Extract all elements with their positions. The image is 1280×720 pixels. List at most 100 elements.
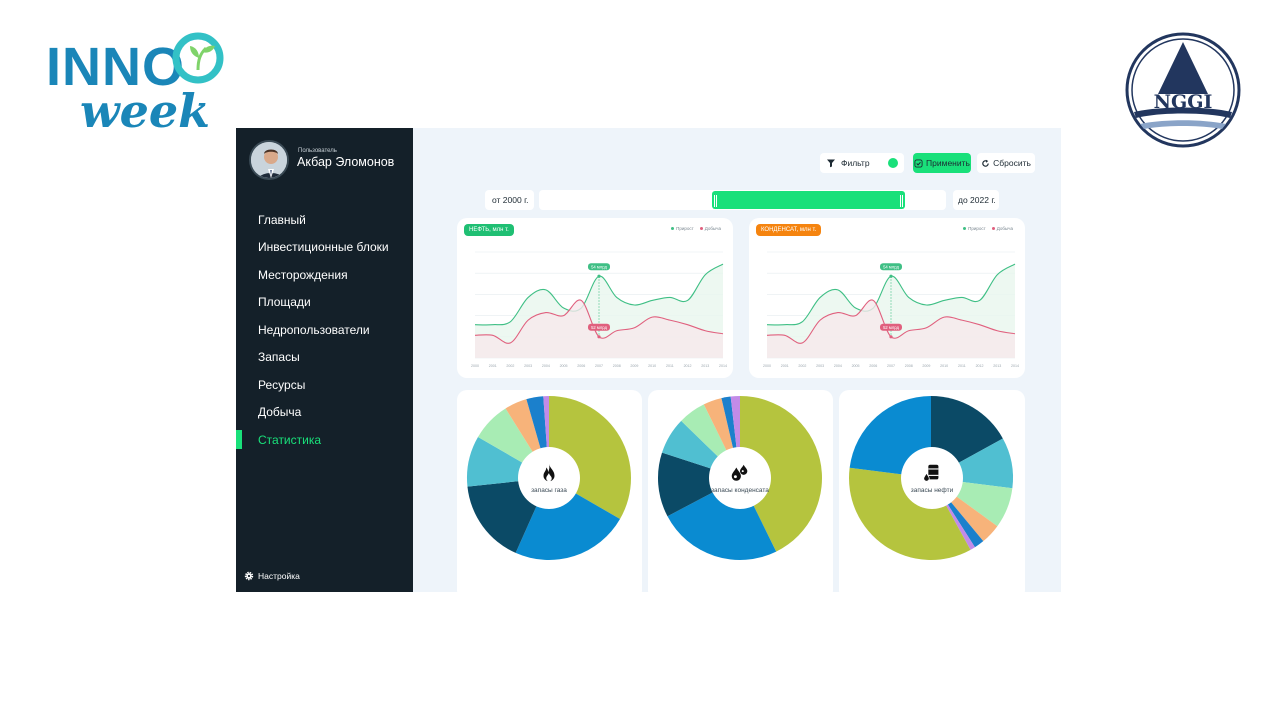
annotation-label: 54 млрд	[591, 264, 607, 269]
x-tick-label: 2000	[471, 364, 479, 368]
x-tick-label: 2004	[542, 364, 550, 368]
lightbulb-icon	[172, 32, 224, 84]
sidebar-item-subsoil-users[interactable]: Недропользователи	[258, 322, 370, 337]
x-tick-label: 2012	[684, 364, 692, 368]
annotation-point	[597, 274, 601, 278]
annotation-badge	[880, 323, 902, 331]
oil-drops-icon	[729, 462, 751, 484]
annotation-point	[889, 274, 893, 278]
settings-link[interactable]: Настройка	[244, 571, 300, 581]
x-tick-label: 2013	[701, 364, 709, 368]
x-tick-label: 2013	[993, 364, 1001, 368]
range-end-handle[interactable]	[900, 195, 904, 207]
filter-label: Фильтр	[841, 158, 870, 168]
sidebar-item-main[interactable]: Главный	[258, 212, 306, 227]
oil-line-chart: 2000 2001 2002 2003 2004 2005 2006 2007 2008 2009…	[471, 251, 727, 368]
annotation-badge	[880, 263, 902, 271]
oil-chart-legend: Прирост Добыча	[671, 226, 721, 231]
filter-toggle[interactable]	[888, 158, 898, 168]
x-tick-label: 2006	[577, 364, 585, 368]
sidebar-item-reserves[interactable]: Запасы	[258, 350, 300, 365]
legend-item-production: Добыча	[991, 226, 1013, 231]
x-tick-label: 2005	[852, 364, 860, 368]
gear-icon	[244, 571, 254, 581]
check-circle-icon	[914, 158, 923, 168]
reset-label: Сбросить	[993, 158, 1031, 168]
annotation-badge	[588, 323, 610, 331]
x-tick-label: 2007	[887, 364, 895, 368]
legend-item-production: Добыча	[699, 226, 721, 231]
condensate-chart-card: КОНДЕНСАТ, млн т. Прирост Добыча 2000 200…	[749, 218, 1025, 378]
x-tick-label: 2001	[489, 364, 497, 368]
condensate-line-chart: 2000 2001 2002 2003 2004 2005 2006 2007 2008 2009…	[763, 251, 1019, 368]
x-tick-label: 2002	[506, 364, 514, 368]
avatar[interactable]	[249, 140, 289, 180]
annotation-label: 54 млрд	[883, 264, 899, 269]
nggi-logo-text: NGGI	[1154, 91, 1213, 113]
series-area	[767, 299, 1015, 358]
year-from-input[interactable]: от 2000 г.	[485, 190, 534, 210]
sidebar-item-statistics[interactable]: Статистика	[236, 426, 413, 454]
reset-icon	[982, 159, 989, 167]
x-tick-label: 2012	[976, 364, 984, 368]
x-tick-label: 2003	[524, 364, 532, 368]
sidebar-item-areas[interactable]: Площади	[258, 295, 311, 310]
x-tick-label: 2014	[1011, 364, 1019, 368]
x-tick-label: 2010	[648, 364, 656, 368]
range-start-handle[interactable]	[713, 195, 717, 207]
sidebar-item-fields[interactable]: Месторождения	[258, 267, 348, 282]
annotation-badge	[588, 263, 610, 271]
sidebar: Пользователь Акбар Эломонов Главный Инве…	[236, 128, 413, 592]
apply-button[interactable]: Применить	[913, 153, 971, 173]
user-caption: Пользователь	[298, 148, 337, 154]
gas-pie-label: запасы газа	[531, 487, 567, 494]
pie-slice	[658, 452, 740, 517]
annotation-point	[597, 335, 601, 339]
pie-slice	[849, 467, 971, 560]
x-tick-label: 2006	[869, 364, 877, 368]
oil-chart-title: НЕФТЬ, млн т.	[464, 224, 514, 236]
x-tick-label: 2001	[781, 364, 789, 368]
x-tick-label: 2003	[816, 364, 824, 368]
x-tick-label: 2010	[940, 364, 948, 368]
oil-pie-center: запасы нефти	[901, 447, 963, 509]
sidebar-nav: Главный Инвестиционные блоки Месторожден…	[236, 206, 413, 454]
legend-item-growth: Прирост	[963, 226, 986, 231]
oil-pie-label: запасы нефти	[910, 487, 954, 494]
year-to-input[interactable]: до 2022 г.	[953, 190, 999, 210]
year-range-fill	[711, 191, 906, 209]
x-tick-label: 2005	[560, 364, 568, 368]
year-range-slider[interactable]	[539, 190, 946, 210]
gas-pie-center: запасы газа	[518, 447, 580, 509]
x-tick-label: 2000	[763, 364, 771, 368]
filter-button[interactable]: Фильтр	[820, 153, 904, 173]
innoweek-logo: INNO week	[40, 26, 240, 138]
annotation-label: 52 млрд	[883, 325, 899, 330]
x-tick-label: 2011	[958, 364, 966, 368]
x-tick-label: 2002	[798, 364, 806, 368]
x-tick-label: 2008	[613, 364, 621, 368]
filter-icon	[827, 159, 835, 168]
oil-reserves-card: запасы нефти	[839, 390, 1025, 592]
apply-label: Применить	[926, 158, 970, 168]
nggi-logo: NGGI	[1125, 32, 1241, 148]
x-tick-label: 2007	[595, 364, 603, 368]
condensate-pie-center: запасы конденсата	[709, 447, 771, 509]
condensate-pie-label: запасы конденсата	[711, 487, 769, 494]
sidebar-item-investment-blocks[interactable]: Инвестиционные блоки	[258, 240, 389, 255]
annotation-label: 52 млрд	[591, 325, 607, 330]
sidebar-item-resources[interactable]: Ресурсы	[258, 377, 306, 392]
x-tick-label: 2009	[630, 364, 638, 368]
condensate-chart-title: КОНДЕНСАТ, млн т.	[756, 224, 822, 236]
sidebar-item-production[interactable]: Добыча	[258, 405, 302, 420]
annotation-point	[889, 335, 893, 339]
user-name: Акбар Эломонов	[297, 155, 395, 169]
app-window: Пользователь Акбар Эломонов Главный Инве…	[236, 128, 1061, 592]
reset-button[interactable]: Сбросить	[977, 153, 1035, 173]
user-photo-icon	[251, 142, 287, 178]
barrel-icon	[921, 462, 943, 484]
condensate-chart-legend: Прирост Добыча	[963, 226, 1013, 231]
logo-inno-text: INNO	[46, 37, 185, 97]
condensate-reserves-card: запасы конденсата	[648, 390, 833, 592]
